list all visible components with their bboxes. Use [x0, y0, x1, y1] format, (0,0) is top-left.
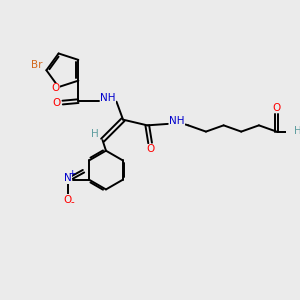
Text: H: H: [294, 126, 300, 136]
Text: NH: NH: [169, 116, 184, 125]
Text: +: +: [68, 169, 76, 178]
Text: NH: NH: [100, 93, 116, 103]
Text: Br: Br: [31, 60, 42, 70]
Text: O: O: [63, 195, 72, 205]
Text: O: O: [51, 83, 59, 94]
Text: N: N: [64, 173, 71, 183]
Text: -: -: [71, 197, 74, 207]
Text: H: H: [91, 129, 98, 139]
Text: O: O: [52, 98, 61, 108]
Text: O: O: [146, 144, 154, 154]
Text: O: O: [272, 103, 281, 113]
